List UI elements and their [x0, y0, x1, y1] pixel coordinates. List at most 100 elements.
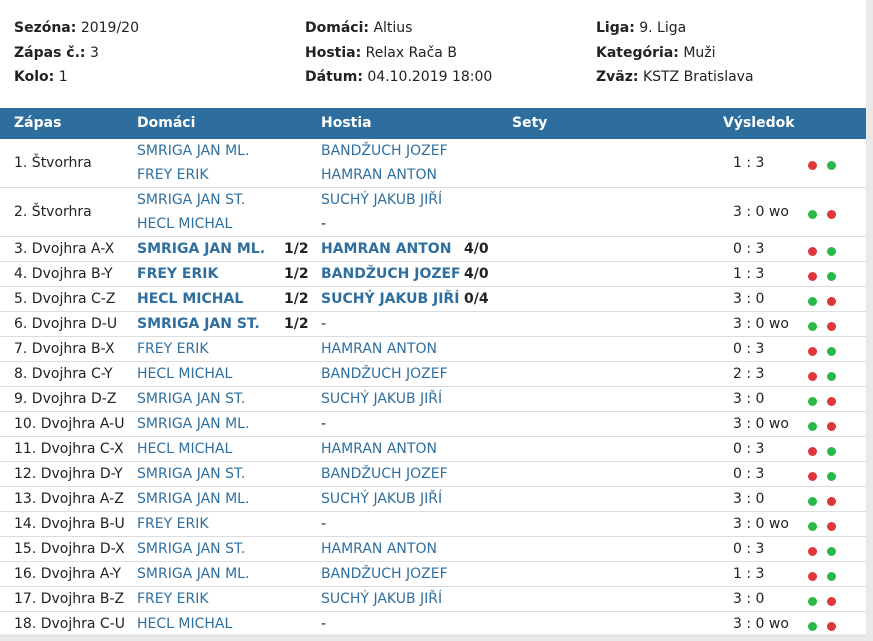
match-label: 4. Dvojhra B-Y	[14, 266, 113, 282]
result-value: 3 : 0	[733, 391, 765, 407]
result-value: 1 : 3	[733, 566, 765, 582]
match-no-value: 3	[89, 44, 99, 61]
green-dot-icon	[827, 247, 836, 256]
red-dot-icon	[808, 472, 817, 481]
table-row: 17. Dvojhra B-Z FREY ERIK SUCHÝ JAKUB JIŘÍ…	[0, 587, 866, 612]
green-dot-icon	[827, 572, 836, 581]
away-player-link[interactable]: HAMRAN ANTON	[321, 441, 437, 457]
green-dot-icon	[808, 422, 817, 431]
home-player-link[interactable]: FREY ERIK	[137, 591, 209, 607]
match-label: 5. Dvojhra C-Z	[14, 291, 116, 307]
match-label: 6. Dvojhra D-U	[14, 316, 118, 332]
home-player-link[interactable]: HECL MICHAL	[137, 291, 244, 307]
away-player-link[interactable]: SUCHÝ JAKUB JIŘÍ	[321, 591, 443, 607]
home-team-key: Domáci:	[305, 20, 369, 36]
home-player-link[interactable]: HECL MICHAL	[137, 616, 233, 632]
home-player-link[interactable]: HECL MICHAL	[137, 366, 233, 382]
info-col-3: Liga: 9. Liga Kategória: Muži Zväz: KSTZ…	[596, 18, 754, 92]
results-table: 1. Štvorhra SMRIGA JAN ML. FREY ERIK BANDŽU…	[0, 139, 866, 637]
away-stat: 0/4	[464, 291, 489, 307]
match-label: 17. Dvojhra B-Z	[14, 591, 125, 607]
away-player-link[interactable]: BANDŽUCH JOZEF	[321, 366, 448, 382]
red-dot-icon	[827, 522, 836, 531]
home-player-link[interactable]: SMRIGA JAN ST.	[137, 192, 246, 208]
match-label: 14. Dvojhra B-U	[14, 516, 125, 532]
home-player-link[interactable]: HECL MICHAL	[137, 441, 233, 457]
green-dot-icon	[808, 622, 817, 631]
away-player-link[interactable]: SUCHÝ JAKUB JIŘÍ	[321, 491, 443, 507]
red-dot-icon	[808, 161, 817, 170]
league-value: 9. Liga	[639, 20, 687, 36]
red-dot-icon	[808, 572, 817, 581]
result-value: 3 : 0 wo	[733, 416, 789, 432]
result-value: 2 : 3	[733, 366, 765, 382]
away-player-link[interactable]: SUCHÝ JAKUB JIŘÍ	[321, 291, 460, 307]
round-value: 1	[58, 69, 68, 85]
green-dot-icon	[827, 161, 836, 170]
result-value: 0 : 3	[733, 441, 765, 457]
home-player-link[interactable]: FREY ERIK	[137, 266, 219, 282]
match-label: 15. Dvojhra D-X	[14, 541, 125, 557]
away-player-empty: -	[321, 316, 327, 332]
match-label: 8. Dvojhra C-Y	[14, 366, 113, 382]
away-player-link[interactable]: HAMRAN ANTON	[321, 541, 437, 557]
home-player-link[interactable]: FREY ERIK	[137, 167, 209, 183]
away-player-empty: -	[321, 616, 327, 632]
away-player-link[interactable]: HAMRAN ANTON	[321, 167, 437, 183]
home-player-link[interactable]: SMRIGA JAN ML.	[137, 241, 266, 257]
match-label: 11. Dvojhra C-X	[14, 441, 124, 457]
match-label: 10. Dvojhra A-U	[14, 416, 125, 432]
home-player-link[interactable]: SMRIGA JAN ML.	[137, 491, 250, 507]
table-row: 15. Dvojhra D-X SMRIGA JAN ST. HAMRAN ANTO…	[0, 537, 866, 562]
away-player-link[interactable]: HAMRAN ANTON	[321, 241, 452, 257]
date-line: Dátum: 04.10.2019 18:00	[305, 67, 492, 92]
result-value: 3 : 0	[733, 591, 765, 607]
header-sets: Sety	[512, 115, 548, 131]
away-stat: 4/0	[464, 266, 489, 282]
away-player-empty: -	[321, 416, 327, 432]
table-row: 5. Dvojhra C-Z HECL MICHAL SUCHÝ JAKUB JIŘ…	[0, 287, 866, 312]
home-player-link[interactable]: SMRIGA JAN ST.	[137, 466, 246, 482]
table-row: 6. Dvojhra D-U SMRIGA JAN ST. -1/2 3 : 0 wo	[0, 312, 866, 337]
green-dot-icon	[808, 497, 817, 506]
home-player-link[interactable]: FREY ERIK	[137, 341, 209, 357]
table-row: 9. Dvojhra D-Z SMRIGA JAN ST. SUCHÝ JAKUB …	[0, 387, 866, 412]
category-key: Kategória:	[596, 44, 679, 61]
home-player-link[interactable]: FREY ERIK	[137, 516, 209, 532]
away-player-link[interactable]: SUCHÝ JAKUB JIŘÍ	[321, 391, 443, 407]
season-value: 2019/20	[80, 20, 139, 36]
red-dot-icon	[808, 347, 817, 356]
match-label: 1. Štvorhra	[14, 155, 92, 171]
result-value: 3 : 0 wo	[733, 204, 789, 220]
away-player-link[interactable]: BANDŽUCH JOZEF	[321, 566, 448, 582]
table-row: 8. Dvojhra C-Y HECL MICHAL BANDŽUCH JOZEF 2…	[0, 362, 866, 387]
result-value: 1 : 3	[733, 266, 765, 282]
home-player-link[interactable]: HECL MICHAL	[137, 216, 233, 232]
home-player-link[interactable]: SMRIGA JAN ST.	[137, 541, 246, 557]
red-dot-icon	[827, 597, 836, 606]
table-row: 1. Štvorhra SMRIGA JAN ML. FREY ERIK BANDŽU…	[0, 139, 866, 188]
home-player-link[interactable]: SMRIGA JAN ML.	[137, 566, 250, 582]
table-row: 13. Dvojhra A-Z SMRIGA JAN ML. SUCHÝ JAKUB…	[0, 487, 866, 512]
home-player-link[interactable]: SMRIGA JAN ST.	[137, 391, 246, 407]
away-player-link[interactable]: BANDŽUCH JOZEF	[321, 466, 448, 482]
away-player-link[interactable]: BANDŽUCH JOZEF	[321, 143, 448, 159]
header-result: Výsledok	[723, 115, 795, 131]
league-line: Liga: 9. Liga	[596, 18, 754, 43]
match-no-key: Zápas č.:	[14, 44, 86, 61]
red-dot-icon	[827, 422, 836, 431]
match-label: 9. Dvojhra D-Z	[14, 391, 117, 407]
date-value: 04.10.2019 18:00	[367, 69, 493, 85]
home-player-link[interactable]: SMRIGA JAN ST.	[137, 316, 260, 332]
result-value: 3 : 0	[733, 291, 765, 307]
away-player-link[interactable]: BANDŽUCH JOZEF	[321, 266, 461, 282]
result-value: 3 : 0 wo	[733, 616, 789, 632]
away-player-link[interactable]: SUCHÝ JAKUB JIŘÍ	[321, 192, 443, 208]
away-player-link[interactable]: HAMRAN ANTON	[321, 341, 437, 357]
home-player-link[interactable]: SMRIGA JAN ML.	[137, 416, 250, 432]
red-dot-icon	[808, 247, 817, 256]
category-value: Muži	[683, 44, 716, 61]
home-player-link[interactable]: SMRIGA JAN ML.	[137, 143, 250, 159]
green-dot-icon	[808, 210, 817, 219]
